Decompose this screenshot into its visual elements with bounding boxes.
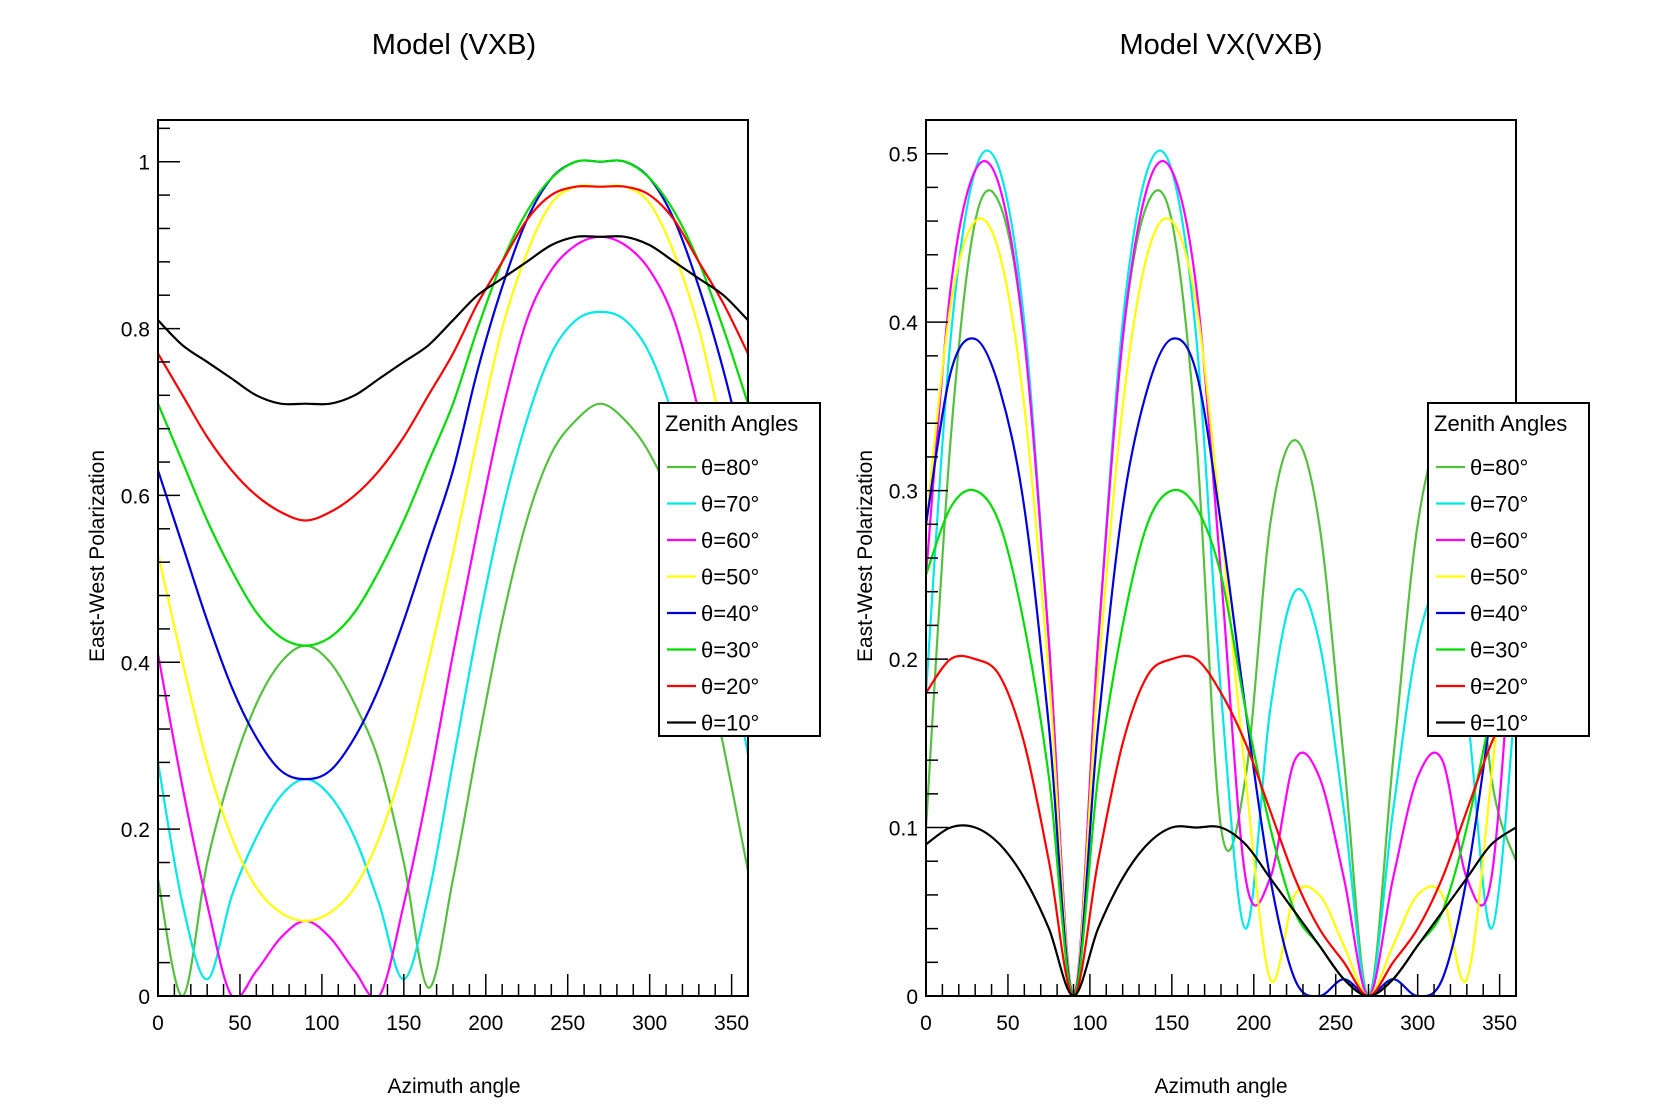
x-tick-label: 350	[714, 1012, 749, 1035]
series-line-3	[926, 159, 1516, 996]
series-line-8	[926, 824, 1516, 996]
y-tick-label: 1	[138, 152, 150, 175]
x-tick-label: 100	[1072, 1012, 1107, 1035]
x-tick-label: 200	[1236, 1012, 1271, 1035]
plot-area: 0 50 100 150 200 250 300 350 0 0.1 0.2 0.3 0.4 0.5	[889, 119, 1517, 1035]
y-tick-label: 0.1	[889, 818, 918, 841]
series-line-2	[158, 310, 748, 981]
legend-entry: θ=50°	[1470, 565, 1528, 590]
x-tick-label: 0	[152, 1012, 164, 1035]
x-tick-label: 100	[304, 1012, 339, 1035]
x-axis-label: Azimuth angle	[387, 1075, 520, 1098]
series-line-3	[158, 235, 748, 996]
y-axis-label: East-West Polarization	[86, 450, 109, 662]
y-tick-label: 0.4	[121, 652, 151, 675]
y-tick-label: 0	[138, 986, 150, 1009]
legend-entry: θ=30°	[701, 638, 759, 663]
legend-entry: θ=20°	[1470, 674, 1528, 699]
series-line-8	[158, 235, 748, 406]
x-tick-label: 200	[468, 1012, 503, 1035]
x-tick-label: 150	[1154, 1012, 1189, 1035]
x-tick-label: 350	[1482, 1012, 1517, 1035]
y-axis-label: East-West Polarization	[854, 450, 877, 662]
x-tick-label: 150	[386, 1012, 421, 1035]
series-line-7	[926, 654, 1516, 996]
y-tick-label: 0.2	[121, 819, 150, 842]
series-line-5	[926, 337, 1516, 996]
legend-entry: θ=50°	[701, 565, 759, 590]
y-tick-label: 0.8	[121, 319, 150, 342]
y-tick-label: 0	[906, 986, 918, 1009]
legend-box	[1427, 402, 1590, 737]
series-line-1	[158, 402, 748, 996]
legend-entry: θ=40°	[701, 601, 759, 626]
legend-title: Zenith Angles	[665, 411, 798, 436]
legend-entry: θ=20°	[701, 674, 759, 699]
x-tick-label: 300	[1400, 1012, 1435, 1035]
x-tick-label: 300	[632, 1012, 667, 1035]
legend: Zenith Angles θ=80° θ=70° θ=60° θ=50° θ=40° θ…	[658, 402, 821, 737]
legend-entry: θ=80°	[1470, 455, 1528, 480]
series-line-6	[158, 159, 748, 647]
series-line-2	[926, 149, 1516, 996]
x-tick-label: 50	[996, 1012, 1019, 1035]
legend: Zenith Angles θ=80° θ=70° θ=60° θ=50° θ=40° θ…	[1427, 402, 1590, 737]
panel-model-vxb: Model (VXB) Azimuth angle East-West Pola…	[86, 29, 821, 1098]
y-tick-label: 0.5	[889, 144, 918, 167]
chart-title: Model (VXB)	[372, 29, 536, 61]
panel-model-vx-vxb: Model VX(VXB) Azimuth angle East-West Po…	[854, 29, 1590, 1098]
y-tick-label: 0.2	[889, 649, 918, 672]
plot-area: 0 50 100 150 200 250 300 350 0 0.2 0.4 0.6 0.8 1	[121, 119, 749, 1035]
legend-title: Zenith Angles	[1434, 411, 1567, 436]
series-line-7	[158, 185, 748, 522]
x-tick-label: 250	[550, 1012, 585, 1035]
y-tick-label: 0.6	[121, 485, 150, 508]
x-tick-label: 50	[228, 1012, 251, 1035]
legend-entry: θ=70°	[1470, 492, 1528, 517]
x-tick-label: 250	[1318, 1012, 1353, 1035]
legend-entry: θ=60°	[1470, 528, 1528, 553]
x-axis-label: Azimuth angle	[1154, 1075, 1287, 1098]
series-line-4	[926, 217, 1516, 996]
legend-entry: θ=80°	[701, 455, 759, 480]
chart-title: Model VX(VXB)	[1119, 29, 1322, 61]
legend-entry: θ=10°	[1470, 711, 1528, 736]
series-line-4	[158, 184, 748, 923]
legend-box	[658, 402, 821, 737]
x-tick-label: 0	[920, 1012, 932, 1035]
y-tick-label: 0.3	[889, 481, 918, 504]
legend-entry: θ=70°	[701, 492, 759, 517]
y-tick-label: 0.4	[889, 312, 919, 335]
legend-entry: θ=40°	[1470, 601, 1528, 626]
legend-entry: θ=10°	[701, 711, 759, 736]
legend-entry: θ=60°	[701, 528, 759, 553]
legend-entry: θ=30°	[1470, 638, 1528, 663]
